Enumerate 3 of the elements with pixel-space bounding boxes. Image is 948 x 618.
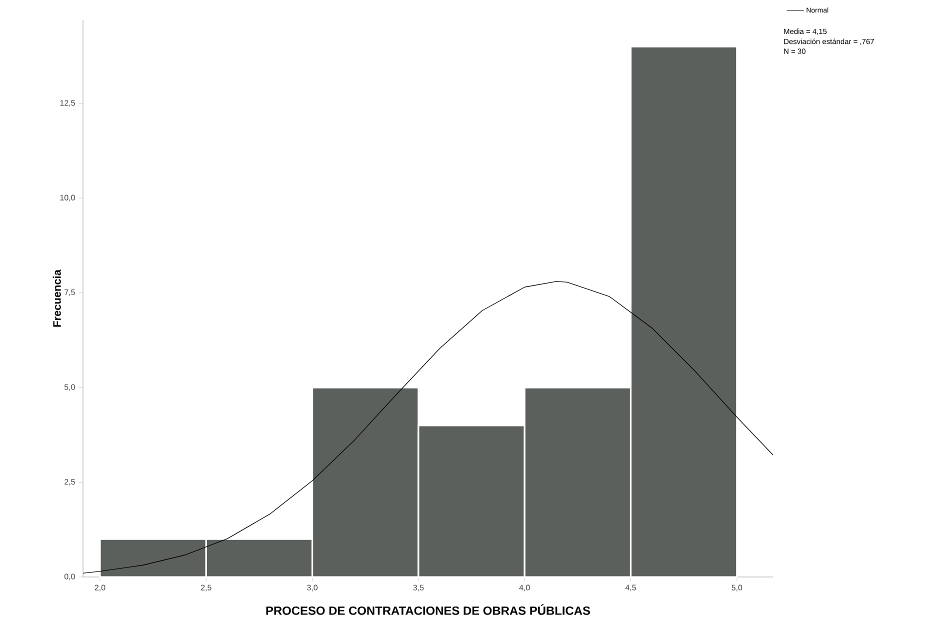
x-axis-title: PROCESO DE CONTRATACIONES DE OBRAS PÚBLICAS bbox=[266, 604, 590, 615]
line-series bbox=[82, 280, 774, 574]
y-axis-title: Frecuencia bbox=[52, 269, 61, 327]
